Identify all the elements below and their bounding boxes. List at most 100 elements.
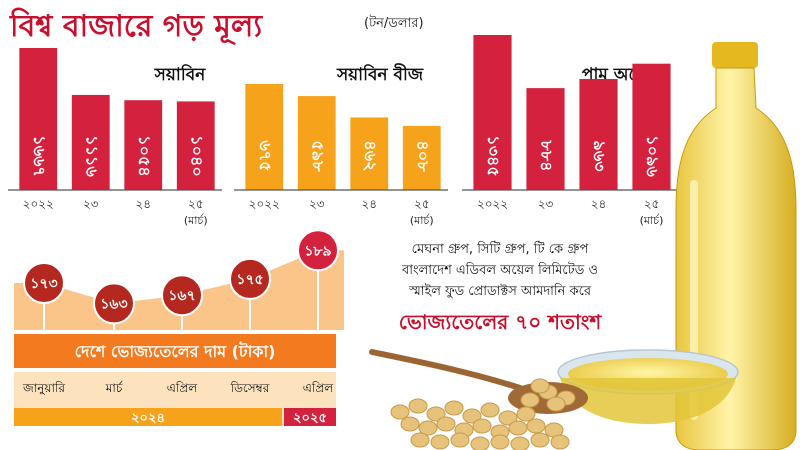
bar-value-label: ৯৬৩ [590, 140, 609, 172]
unit-label: (টন/ডলার) [364, 16, 424, 31]
bowl-body [560, 378, 736, 424]
bar [124, 100, 163, 190]
soybean [418, 420, 438, 436]
price-value-label: ১৭৩ [30, 276, 57, 292]
price-point [93, 282, 135, 325]
bar-value-label: ৮৮৪ [537, 139, 556, 171]
price-value-label: ১৭৫ [236, 272, 263, 288]
soybean [410, 432, 430, 448]
soybean [436, 416, 456, 432]
soybeans-illustration [369, 349, 588, 450]
bar [579, 79, 618, 190]
local-price-chart: ১৭৩ ১৬৩ ১৬৭ ১৭৫ ১৮৯ দেশে ভোজ্যতেলের দাম (টাকা… [14, 229, 344, 426]
year-label: ২০২৪ [131, 411, 165, 426]
bar-value-label: ১৬৬৭ [30, 135, 49, 177]
month-label: এপ্রিল [167, 381, 199, 395]
bar [71, 94, 110, 190]
month-label: এপ্রিল [303, 381, 335, 395]
year-label: ২০২৫ [293, 411, 327, 426]
note-line-3: স্মাইল ফুড প্রোডাক্টস আমদানি করে [408, 284, 592, 299]
soybean [546, 396, 566, 412]
soybean [480, 402, 500, 418]
bottle-cap [712, 42, 758, 68]
price-point [229, 257, 271, 300]
bar-value-label: ৪৬২ [361, 140, 380, 171]
area-title-bar [14, 334, 336, 368]
price-point [161, 274, 203, 317]
bar [473, 35, 512, 190]
soybean [526, 418, 546, 434]
soybean [426, 406, 446, 422]
soybean [550, 434, 570, 450]
x-tick-note: (মার্চ) [184, 214, 208, 227]
soybean [462, 408, 482, 424]
bar [19, 48, 58, 190]
bar-value-label: ৪০৮ [413, 140, 432, 172]
soybean [450, 432, 470, 448]
year-band-2024 [14, 408, 282, 426]
bar [297, 96, 336, 190]
note-line-2: বাংলাদেশ এডিবল অয়েল লিমিটেড ও [401, 263, 599, 278]
bar-value-label: ১৩৪৫ [484, 135, 503, 177]
month-label: মার্চ [105, 381, 124, 395]
bar [245, 84, 284, 190]
x-tick-label: ২০২২ [477, 197, 508, 211]
bar [176, 101, 215, 190]
bar [350, 117, 389, 190]
soybean [472, 418, 492, 434]
year-band-2025 [284, 408, 336, 426]
price-point [23, 261, 65, 304]
soybean [516, 406, 536, 422]
bar [402, 125, 441, 190]
soybean [390, 404, 410, 420]
bar [632, 63, 671, 190]
bar-value-label: ১১১৬ [82, 135, 101, 177]
bar-chart-title: সয়াবিন বীজ [336, 63, 424, 85]
soybean [490, 434, 510, 450]
x-tick-label: ২৩ [83, 197, 99, 211]
bar-charts: সয়াবিন ১৬৬৭ ২০২২ ১১১৬ ২৩ ১০৫৪ ২৪ ১০৪০ ২৫ (মার্চ)… [8, 35, 678, 227]
month-label: ডিসেম্বর [230, 381, 270, 395]
soybean [520, 392, 540, 408]
import-share-highlight: ভোজ্যতেলের ৭০ শতাংশ [398, 310, 602, 334]
x-tick-label: ২৫ [188, 197, 204, 211]
x-tick-label: ২৩ [309, 197, 325, 211]
x-tick-note: (মার্চ) [640, 214, 664, 227]
bar-chart-1: সয়াবিন ১৬৬৭ ২০২২ ১১১৬ ২৩ ১০৫৪ ২৪ ১০৪০ ২৫ (মার্চ) [8, 48, 222, 227]
price-point [297, 229, 339, 272]
spoon-handle [369, 349, 523, 391]
x-tick-label: ২৪ [135, 197, 151, 211]
soybean [498, 410, 518, 426]
x-tick-label: ২৪ [361, 197, 377, 211]
soybean [510, 436, 530, 450]
month-label: জানুয়ারি [22, 381, 65, 396]
oil-bowl-illustration [557, 349, 739, 424]
soybean [400, 416, 420, 432]
bar-value-label: ১০৫৪ [135, 135, 154, 177]
bar [526, 88, 565, 190]
bar-value-label: ১০৪০ [187, 135, 206, 177]
x-tick-label: ২৫ [414, 197, 430, 211]
price-value-label: ১৬৩ [100, 296, 127, 312]
x-tick-label: ২৩ [538, 197, 554, 211]
x-tick-label: ২৫ [644, 197, 660, 211]
area-chart-title: দেশে ভোজ্যতেলের দাম (টাকা) [75, 341, 276, 361]
soybean [530, 432, 550, 448]
soybean [530, 378, 550, 394]
soybean [430, 434, 450, 450]
page-title: বিশ্ব বাজারে গড় মূল্য [10, 9, 263, 44]
soybean [444, 400, 464, 416]
bar-value-label: ১০৯৬ [643, 135, 662, 177]
bar-chart-2: সয়াবিন বীজ ৬৭৫ ২০২২ ৫৯৮ ২৩ ৪৬২ ২৪ ৪০৮ ২৫ (মার্চ) [234, 63, 448, 227]
x-tick-note: (মার্চ) [410, 214, 434, 227]
soybean [508, 420, 528, 436]
x-tick-label: ২০২২ [23, 197, 54, 211]
soybean-pile [390, 378, 576, 450]
price-value-label: ১৬৭ [168, 288, 195, 304]
x-tick-label: ২০২২ [249, 197, 280, 211]
bar-value-label: ৬৭৫ [256, 140, 275, 171]
bar-value-label: ৫৯৮ [308, 140, 327, 172]
price-value-label: ১৮৯ [304, 243, 331, 259]
